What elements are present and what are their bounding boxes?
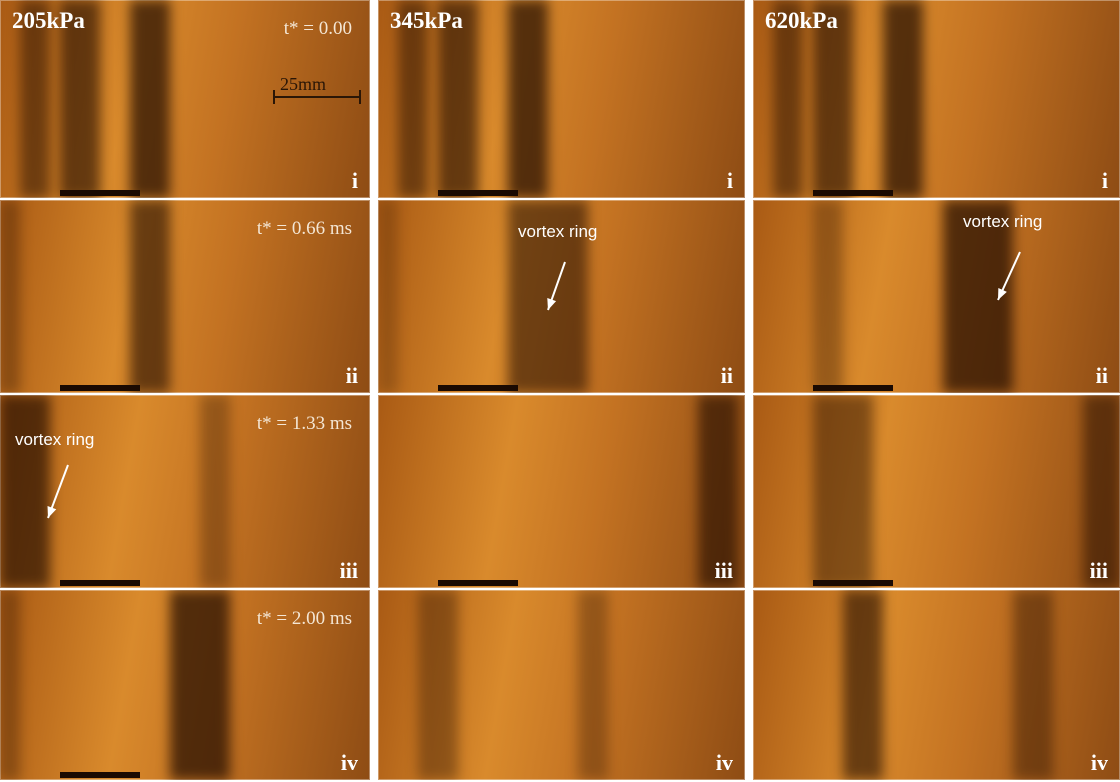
arrow-head [547,298,556,310]
annotation: vortex ring [963,212,1042,232]
figure: i205kPat* = 0.00i345kPai620kPaiit* = 0.6… [0,0,1120,782]
annotation: vortex ring [15,430,94,450]
overlay [0,0,1120,782]
annotation: vortex ring [518,222,597,242]
arrow-head [48,506,57,518]
